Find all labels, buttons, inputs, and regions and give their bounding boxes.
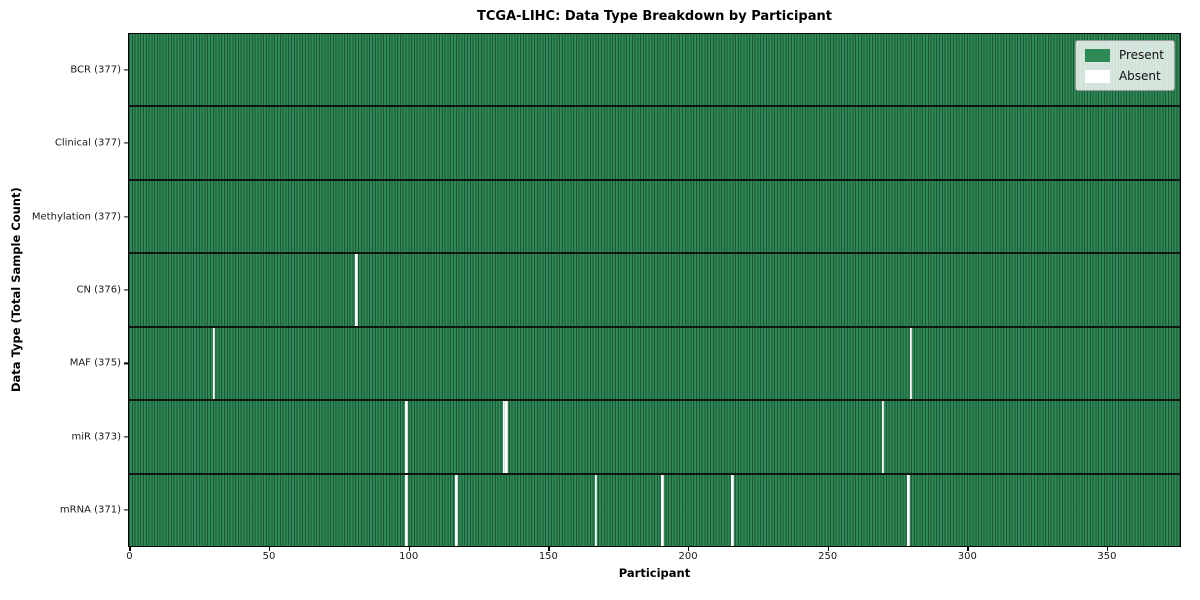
- y-tick-mark: [123, 436, 128, 438]
- absent-mark: [881, 401, 885, 473]
- heatmap-row-mir: [129, 401, 1180, 475]
- y-tick-label-clinical: Clinical (377): [54, 137, 121, 149]
- x-tick-label-0: 0: [126, 551, 133, 562]
- absent-mark: [404, 401, 408, 473]
- legend-label-absent: Absent: [1118, 69, 1161, 83]
- x-tick-mark: [129, 547, 131, 551]
- absent-mark: [731, 474, 734, 546]
- legend-item-absent: Absent: [1084, 69, 1164, 83]
- heatmap-row-cn: [129, 254, 1180, 328]
- heatmap-row-clinical: [129, 107, 1180, 181]
- legend-swatch-present: [1084, 48, 1110, 62]
- absent-mark: [906, 474, 910, 546]
- x-tick-label-250: 250: [818, 551, 838, 562]
- absent-mark: [909, 327, 913, 400]
- legend: Present Absent: [1074, 40, 1175, 91]
- x-tick-mark: [548, 547, 550, 551]
- heatmap-row-mrna: [129, 474, 1180, 546]
- heatmap-row-methylation: [129, 181, 1180, 255]
- heatmap-row-bcr: [129, 34, 1180, 108]
- absent-mark: [594, 474, 598, 546]
- y-tick-mark: [123, 362, 128, 365]
- x-tick-label-150: 150: [538, 551, 558, 562]
- absent-mark: [354, 254, 358, 326]
- y-tick-label-maf: MAF (375): [69, 357, 121, 369]
- y-tick-label-bcr: BCR (377): [70, 64, 121, 76]
- x-tick-mark: [1106, 547, 1109, 551]
- x-tick-mark: [269, 547, 271, 551]
- x-tick-label-100: 100: [399, 551, 419, 562]
- absent-mark: [502, 401, 506, 473]
- x-tick-mark: [408, 547, 410, 551]
- absent-mark: [455, 474, 458, 546]
- legend-swatch-absent: [1084, 69, 1110, 83]
- x-tick-mark: [688, 547, 690, 551]
- absent-mark: [505, 401, 509, 473]
- x-tick-mark: [827, 547, 829, 551]
- x-axis-label: Participant: [618, 566, 691, 580]
- y-tick-label-methylation: Methylation (377): [31, 211, 121, 223]
- y-tick-mark: [123, 509, 128, 511]
- x-tick-label-200: 200: [678, 551, 698, 562]
- legend-label-present: Present: [1118, 48, 1164, 62]
- y-tick-mark: [123, 289, 128, 291]
- x-tick-mark: [967, 547, 969, 551]
- legend-item-present: Present: [1084, 48, 1164, 62]
- x-tick-label-350: 350: [1097, 551, 1117, 562]
- absent-mark: [404, 474, 408, 546]
- y-tick-mark: [123, 69, 128, 71]
- y-tick-label-cn: CN (376): [76, 284, 121, 296]
- heatmap-row-maf: [129, 327, 1180, 402]
- plot-area: Present Absent: [128, 33, 1181, 547]
- absent-mark: [212, 327, 216, 400]
- y-tick-mark: [123, 142, 128, 144]
- chart-title: TCGA-LIHC: Data Type Breakdown by Partic…: [477, 9, 832, 24]
- x-tick-label-300: 300: [957, 551, 977, 562]
- y-tick-mark: [123, 215, 128, 218]
- y-tick-label-mir: miR (373): [71, 431, 121, 443]
- absent-mark: [661, 474, 665, 546]
- y-tick-label-mrna: mRNA (371): [59, 504, 121, 516]
- x-tick-label-50: 50: [262, 551, 276, 562]
